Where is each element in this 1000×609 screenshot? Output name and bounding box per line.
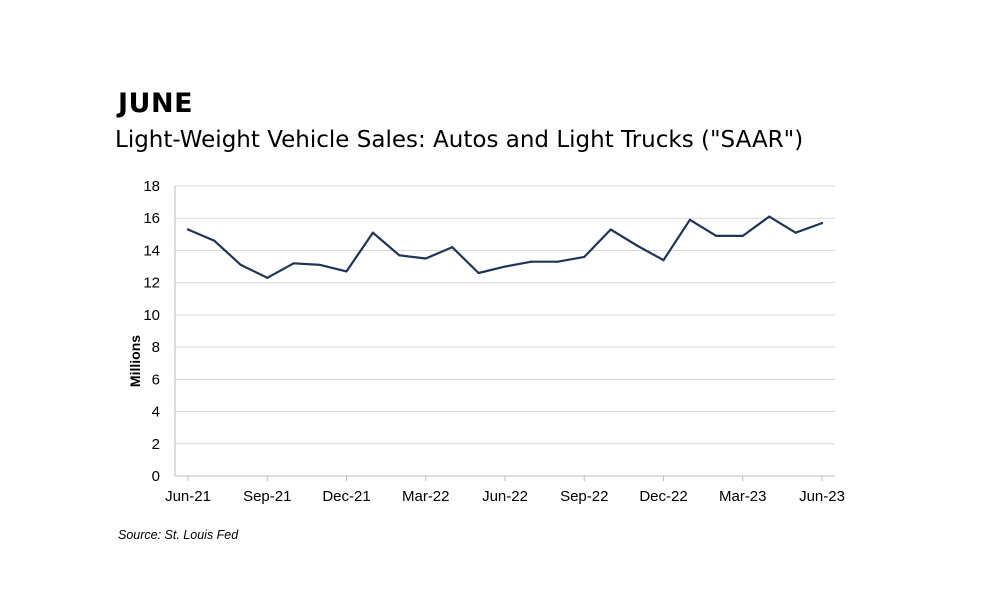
x-tick-label: Jun-21 [165,488,211,505]
data-point [768,215,771,218]
gridlines [175,185,835,445]
data-point [503,265,507,268]
data-point [424,257,427,260]
y-tick-label: 16 [143,210,160,227]
x-tick-label: Jun-22 [482,488,528,505]
data-point [318,263,322,267]
x-tick-label: Jun-23 [799,488,845,505]
data-point [239,263,242,267]
y-tick-label: 6 [152,371,160,388]
data-point [477,271,480,275]
data-point [530,260,533,263]
series-group [186,215,824,279]
data-point [371,231,375,234]
y-tick-label: 0 [152,468,160,485]
source-note: Source: St. Louis Fed [118,528,239,542]
y-tick-label: 8 [152,339,160,356]
y-tick-label: 12 [143,275,160,292]
x-tick-label: Sep-22 [560,488,608,505]
data-point [583,255,586,258]
chart-heading: JUNE [118,88,194,119]
x-tick-label: Mar-22 [402,488,450,505]
y-tick-label: 14 [143,242,160,259]
data-point [556,260,559,263]
x-tick-label: Dec-22 [639,488,687,505]
x-axis-tick-labels: Jun-21 Sep-21 Dec-21 Mar-22 Jun-22 Sep-22 Dec-… [165,476,845,505]
data-point [186,228,190,231]
y-axis-tick-labels: 0 2 4 6 8 10 12 14 16 18 [143,178,160,485]
x-tick-label: Sep-21 [243,488,291,505]
data-point [688,218,692,221]
data-point [635,244,639,247]
series-line [186,215,824,279]
chart-title: Light-Weight Vehicle Sales: Autos and Li… [115,127,804,153]
y-tick-label: 4 [152,404,160,421]
y-tick-label: 10 [143,307,160,324]
data-point [451,246,454,249]
axes [174,186,835,477]
y-tick-label: 2 [152,436,160,453]
data-point [741,234,744,238]
data-point [398,254,401,257]
data-point [662,259,665,262]
data-point [609,228,612,231]
data-point [292,262,295,265]
data-point [213,239,216,242]
y-axis-label: Millions [127,335,143,387]
data-point [715,234,718,238]
x-tick-label: Mar-23 [719,488,767,505]
x-tick-label: Dec-21 [322,488,370,505]
data-point [266,276,269,279]
data-point [820,221,824,225]
data-point [794,231,797,234]
y-tick-label: 18 [143,178,160,195]
data-point [345,270,348,273]
